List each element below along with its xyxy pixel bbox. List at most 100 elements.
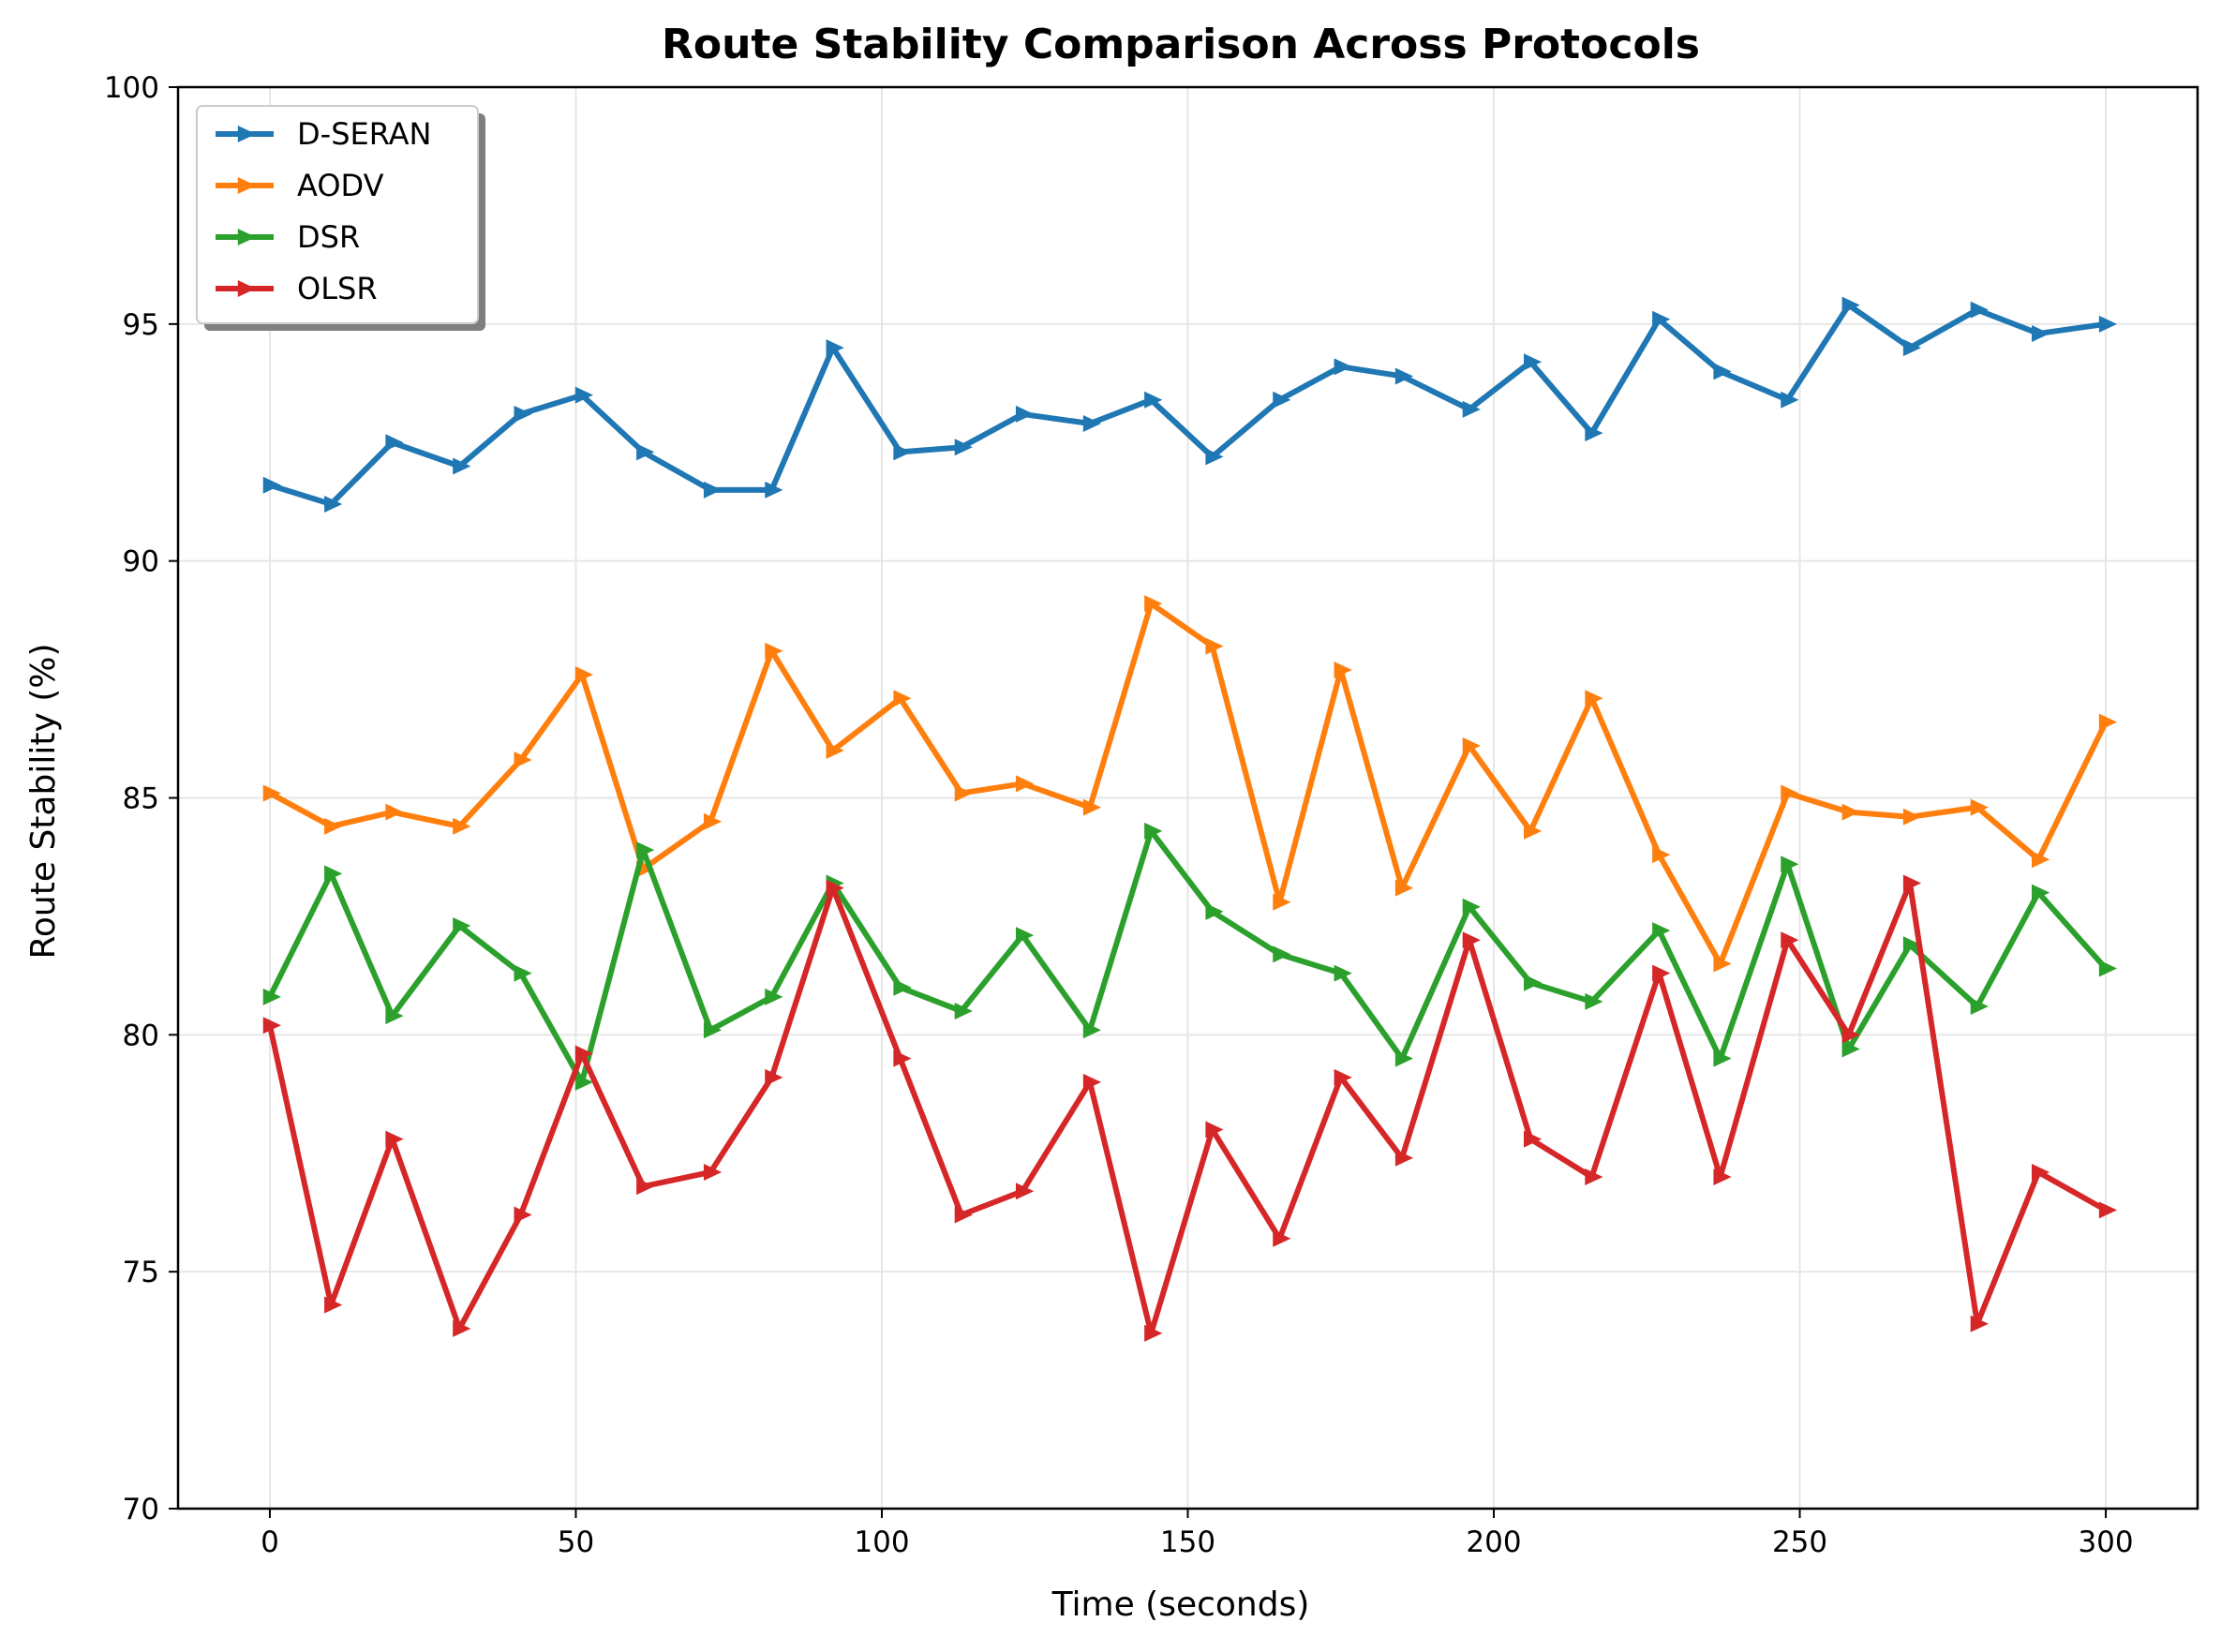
legend-swatch-marker bbox=[237, 177, 256, 194]
data-point-marker bbox=[1902, 808, 1922, 826]
data-point-marker bbox=[574, 1073, 593, 1091]
data-point-marker bbox=[765, 481, 783, 499]
x-tick-label: 150 bbox=[1160, 1525, 1215, 1559]
x-tick-label: 300 bbox=[2078, 1525, 2133, 1559]
data-point-marker bbox=[1902, 936, 1922, 954]
x-axis-label: Time (seconds) bbox=[1051, 1585, 1310, 1624]
y-tick-label: 85 bbox=[123, 782, 159, 816]
axis-ticks: 0 50 100 150 200 250 300 70 75 80 85 90 95 100 bbox=[104, 71, 2134, 1559]
legend-swatch-marker bbox=[237, 280, 256, 297]
data-point-marker bbox=[324, 865, 343, 883]
data-point-marker bbox=[954, 439, 973, 456]
data-point-marker bbox=[636, 443, 655, 461]
data-point-marker bbox=[1585, 1168, 1603, 1186]
data-point-marker bbox=[1585, 690, 1603, 707]
data-point-marker bbox=[262, 476, 281, 494]
data-point-marker bbox=[703, 812, 723, 830]
data-point-marker bbox=[636, 1178, 655, 1196]
data-point-marker bbox=[1144, 595, 1163, 613]
data-point-marker bbox=[2098, 713, 2118, 731]
data-point-marker bbox=[1334, 358, 1352, 376]
x-tick-label: 100 bbox=[854, 1525, 909, 1559]
data-point-marker bbox=[1015, 405, 1035, 423]
data-point-marker bbox=[385, 434, 404, 452]
legend-swatch-marker bbox=[237, 126, 256, 142]
data-point-marker bbox=[2032, 851, 2050, 869]
data-point-marker bbox=[453, 1319, 471, 1337]
data-point-marker bbox=[765, 1068, 783, 1086]
data-point-marker bbox=[1462, 400, 1481, 418]
data-point-marker bbox=[1394, 879, 1414, 897]
y-tick-label: 75 bbox=[123, 1256, 159, 1289]
data-point-marker bbox=[703, 1163, 723, 1181]
data-point-marker bbox=[324, 817, 343, 835]
series-line bbox=[266, 302, 2109, 507]
data-point-marker bbox=[893, 443, 912, 461]
data-point-marker bbox=[1205, 448, 1224, 466]
data-point-marker bbox=[1970, 997, 1989, 1015]
data-point-marker bbox=[1585, 992, 1603, 1010]
y-tick-label: 90 bbox=[123, 545, 159, 579]
data-point-marker bbox=[1841, 296, 1860, 314]
legend-swatch-marker bbox=[237, 229, 256, 246]
x-tick-label: 250 bbox=[1772, 1525, 1827, 1559]
data-point-marker bbox=[1781, 931, 1799, 949]
data-point-marker bbox=[826, 879, 844, 897]
data-point-marker bbox=[1082, 1073, 1102, 1091]
data-point-marker bbox=[893, 690, 912, 707]
data-point-marker bbox=[893, 978, 912, 996]
data-point-marker bbox=[1781, 391, 1799, 409]
data-point-marker bbox=[1523, 974, 1543, 991]
y-axis-label: Route Stability (%) bbox=[24, 644, 63, 960]
data-point-marker bbox=[514, 405, 532, 423]
data-point-marker bbox=[1902, 339, 1922, 357]
data-point-marker bbox=[2098, 315, 2118, 333]
data-point-marker bbox=[1462, 931, 1481, 949]
data-point-marker bbox=[893, 1049, 912, 1067]
data-point-marker bbox=[1082, 415, 1102, 433]
x-tick-label: 50 bbox=[558, 1525, 594, 1559]
data-point-marker bbox=[1015, 775, 1035, 793]
data-point-marker bbox=[453, 917, 471, 935]
data-point-marker bbox=[1970, 301, 1989, 319]
series-line bbox=[266, 827, 2109, 1085]
data-point-marker bbox=[954, 1206, 973, 1224]
series-line bbox=[266, 601, 2109, 967]
data-point-marker bbox=[262, 784, 281, 802]
legend-box bbox=[196, 105, 479, 324]
y-tick-label: 100 bbox=[104, 71, 159, 105]
data-point-marker bbox=[1781, 856, 1799, 873]
chart-title: Route Stability Comparison Across Protoc… bbox=[662, 21, 1700, 68]
data-point-marker bbox=[1713, 955, 1732, 973]
data-point-marker bbox=[1082, 798, 1102, 816]
data-point-marker bbox=[1273, 391, 1291, 409]
data-point-marker bbox=[1523, 822, 1543, 840]
data-point-marker bbox=[954, 784, 973, 802]
data-point-marker bbox=[2098, 960, 2118, 977]
data-point-marker bbox=[1970, 1315, 1989, 1332]
data-point-marker bbox=[1273, 1229, 1291, 1247]
data-point-marker bbox=[385, 1007, 404, 1025]
data-point-marker bbox=[1652, 846, 1671, 864]
data-point-marker bbox=[574, 386, 593, 404]
data-point-marker bbox=[1205, 1121, 1224, 1139]
data-point-marker bbox=[954, 1003, 973, 1020]
data-point-marker bbox=[262, 1017, 281, 1034]
series-line bbox=[266, 880, 2109, 1336]
data-point-marker bbox=[574, 1045, 593, 1063]
data-point-marker bbox=[514, 1206, 532, 1224]
data-point-marker bbox=[2032, 324, 2050, 342]
data-point-marker bbox=[636, 841, 655, 859]
data-point-marker bbox=[1902, 874, 1922, 892]
data-point-marker bbox=[1652, 922, 1671, 940]
data-point-marker bbox=[453, 817, 471, 835]
legend-label: D-SERAN bbox=[297, 116, 431, 152]
y-tick-label: 80 bbox=[123, 1019, 159, 1052]
data-point-marker bbox=[1394, 1049, 1414, 1067]
data-point-marker bbox=[2032, 1163, 2050, 1181]
data-point-marker bbox=[1334, 964, 1352, 982]
y-tick-label: 70 bbox=[123, 1493, 159, 1526]
data-point-marker bbox=[703, 1021, 723, 1039]
data-point-marker bbox=[1015, 1183, 1035, 1200]
